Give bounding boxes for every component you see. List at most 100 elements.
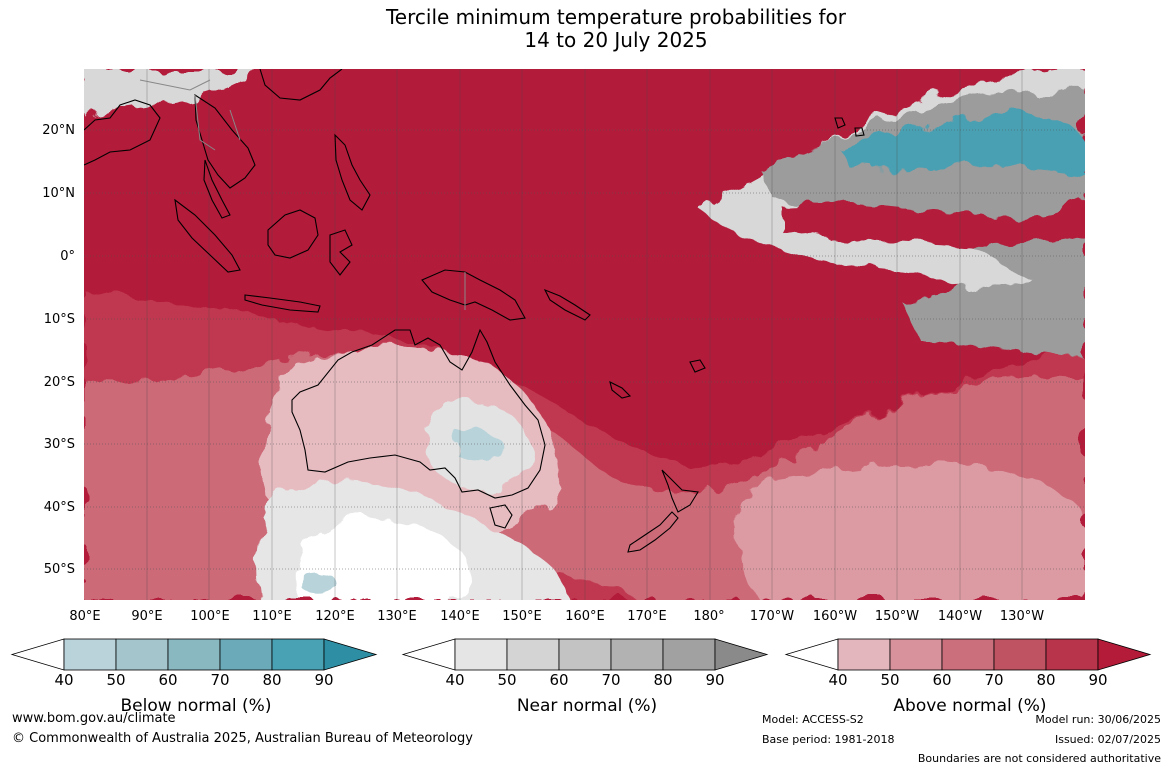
new-guinea-coastline — [421, 269, 526, 321]
colorbar-below-over-triangle — [323, 638, 378, 671]
base-period: Base period: 1981-2018 — [762, 733, 895, 746]
india-coastline — [84, 99, 161, 166]
above-normal-50-south-pacific — [737, 461, 1085, 600]
colorbar-above-segment — [889, 638, 943, 671]
lat-label: 30°S — [43, 437, 75, 452]
lat-label: 20°S — [43, 375, 75, 390]
fiji-coastline — [689, 359, 706, 373]
colorbar-tick-label: 80 — [1036, 671, 1056, 689]
colorbar-near-segment — [558, 638, 612, 671]
lat-label: 40°S — [43, 500, 75, 515]
colorbar-tick-label: 90 — [705, 671, 725, 689]
lat-label: 20°N — [42, 123, 75, 138]
hawaii-coastline — [834, 117, 865, 137]
colorbar-below-segment — [271, 638, 325, 671]
near-normal-east-pacific-south — [900, 270, 1085, 360]
colorbar-tick-label: 50 — [497, 671, 517, 689]
colorbar-below-label: Below normal (%) — [120, 696, 272, 716]
lon-label: 170°W — [749, 609, 795, 624]
indochina-coastline — [194, 93, 256, 189]
solomons-coastline — [543, 288, 591, 321]
lat-label: 10°S — [43, 312, 75, 327]
lon-label: 120°E — [315, 609, 355, 624]
colorbar-near-under-triangle — [401, 638, 456, 671]
lon-label: 130°W — [999, 609, 1045, 624]
lon-label: 110°E — [252, 609, 292, 624]
colorbar-tick-label: 70 — [601, 671, 621, 689]
lon-label: 170°E — [627, 609, 667, 624]
colorbar-tick-label: 70 — [210, 671, 230, 689]
lon-label: 160°W — [812, 609, 858, 624]
new-zealand-north-island — [661, 469, 699, 513]
lon-label: 140°E — [440, 609, 480, 624]
colorbar-tick-label: 50 — [880, 671, 900, 689]
lon-label: 150°W — [874, 609, 920, 624]
lat-label: 50°S — [43, 562, 75, 577]
colorbar-above-segment — [837, 638, 891, 671]
colorbar-below-segment — [63, 638, 117, 671]
lon-label: 100°E — [190, 609, 230, 624]
sulawesi-coastline — [329, 229, 353, 276]
java-coastline — [244, 294, 321, 313]
meridians — [146, 69, 1023, 600]
colorbar-above-label: Above normal (%) — [893, 696, 1047, 716]
colorbar-tick-label: 60 — [158, 671, 178, 689]
coastlines — [84, 69, 865, 553]
lat-label: 0° — [60, 249, 75, 264]
colorbar-tick-label: 40 — [54, 671, 74, 689]
colorbar-below-under-triangle — [10, 638, 65, 671]
colorbar-tick-label: 40 — [445, 671, 465, 689]
colorbar-above-segment — [1045, 638, 1099, 671]
colorbar-near-segment — [610, 638, 664, 671]
colorbar-below-segment — [115, 638, 169, 671]
philippines-coastline — [334, 133, 371, 211]
above-normal-90-pacific-stripe — [780, 200, 1085, 247]
colorbar-tick-label: 80 — [262, 671, 282, 689]
colorbar-below-segment — [219, 638, 273, 671]
lat-label: 10°N — [42, 186, 75, 201]
borders — [139, 79, 466, 310]
sumatra-coastline — [174, 198, 241, 273]
website-link[interactable]: www.bom.gov.au/climate — [12, 711, 176, 726]
tasmania-coastline — [489, 504, 513, 529]
colorbar-tick-label: 50 — [106, 671, 126, 689]
colorbar-tick-label: 90 — [1088, 671, 1108, 689]
colorbar-near-label: Near normal (%) — [516, 696, 658, 716]
lon-label: 140°W — [937, 609, 983, 624]
copyright: © Commonwealth of Australia 2025, Austra… — [12, 731, 473, 746]
below-normal-southern-ocean — [304, 572, 339, 596]
colorbars — [10, 638, 1152, 671]
colorbar-tick-label: 70 — [984, 671, 1004, 689]
lon-label: 90°E — [131, 609, 163, 624]
colorbar-tick-label: 80 — [653, 671, 673, 689]
colorbar-above-segment — [993, 638, 1047, 671]
below-normal-north-pacific — [840, 112, 1085, 175]
china-coastline — [259, 69, 343, 101]
colorbar-tick-label: 90 — [314, 671, 334, 689]
lon-label: 80°E — [69, 609, 101, 624]
colorbar-near-over-triangle — [714, 638, 769, 671]
lon-label: 150°E — [502, 609, 542, 624]
colorbar-near-segment — [662, 638, 716, 671]
graticule — [84, 129, 1085, 570]
issued-date: Issued: 02/07/2025 — [1054, 733, 1161, 746]
model-name: Model: ACCESS-S2 — [762, 713, 864, 726]
colorbar-tick-label: 60 — [932, 671, 952, 689]
malay-peninsula-coastline — [203, 159, 231, 219]
new-caledonia-coastline — [609, 380, 632, 399]
colorbar-near-segment — [506, 638, 560, 671]
map-title-line-2: 14 to 20 July 2025 — [524, 28, 708, 52]
near-normal-south-china — [84, 69, 260, 115]
lon-label: 160°E — [565, 609, 605, 624]
borneo-coastline — [267, 209, 319, 259]
lon-label: 180° — [693, 609, 725, 624]
no-signal-southern-ocean — [296, 516, 471, 600]
colorbar-above-under-triangle — [784, 638, 839, 671]
new-zealand-south-island — [627, 511, 679, 553]
boundary-disclaimer: Boundaries are not considered authoritat… — [917, 752, 1161, 765]
colorbar-above-segment — [941, 638, 995, 671]
colorbar-near-segment — [454, 638, 508, 671]
map-title-line-1: Tercile minimum temperature probabilitie… — [385, 5, 847, 29]
colorbar-above-over-triangle — [1097, 638, 1152, 671]
